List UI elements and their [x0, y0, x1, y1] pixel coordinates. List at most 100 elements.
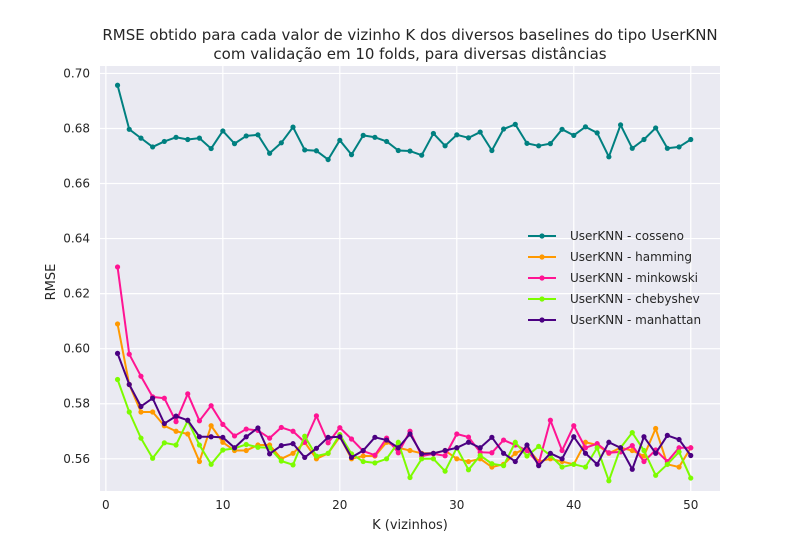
data-point [360, 458, 366, 465]
data-point [372, 434, 378, 440]
chart-title-line-2: com validação em 10 folds, para diversas… [213, 45, 606, 63]
data-point [360, 132, 366, 138]
legend-swatch-marker [539, 233, 545, 239]
data-point [150, 409, 156, 415]
data-point [173, 428, 179, 434]
series-layer [114, 82, 694, 484]
data-point [196, 442, 203, 448]
data-point [465, 467, 472, 473]
data-point [641, 447, 647, 454]
data-point [302, 454, 308, 461]
data-point [220, 447, 226, 453]
data-point [267, 451, 273, 457]
data-point [384, 437, 390, 443]
data-point [208, 423, 214, 429]
data-point [629, 447, 635, 454]
legend-label: UserKNN - cosseno [570, 229, 684, 243]
legend-swatch-marker [539, 254, 545, 260]
data-point [676, 445, 682, 451]
data-point [290, 462, 296, 468]
data-point [208, 461, 214, 467]
data-point [196, 418, 203, 424]
y-tick-label: 0.64 [63, 232, 90, 246]
data-point [325, 434, 331, 440]
data-point [337, 434, 343, 440]
data-point [582, 445, 589, 451]
data-point [372, 460, 378, 466]
series-userknn-manhattan [114, 350, 694, 472]
data-point [173, 413, 179, 419]
data-point [653, 125, 659, 131]
data-point [150, 144, 156, 150]
data-point [512, 458, 518, 465]
data-point [360, 447, 366, 454]
data-point [629, 466, 635, 472]
data-point [594, 441, 600, 447]
y-tick-label: 0.68 [63, 121, 90, 135]
data-point [372, 134, 378, 140]
data-point [606, 450, 612, 456]
data-point [325, 450, 331, 456]
legend-item: UserKNN - chebyshev [528, 292, 700, 306]
data-point [114, 321, 121, 327]
data-point [512, 439, 518, 445]
data-point [571, 132, 577, 138]
data-point [688, 136, 694, 143]
data-point [489, 434, 495, 440]
data-point [500, 126, 507, 132]
data-point [489, 147, 495, 154]
y-tick-label: 0.70 [63, 66, 90, 80]
data-point [641, 434, 647, 440]
data-point [547, 417, 553, 423]
data-point [617, 445, 624, 451]
data-point [442, 447, 448, 454]
y-tick-label: 0.56 [63, 452, 90, 466]
data-point [606, 439, 612, 445]
data-point [255, 425, 261, 431]
data-point [594, 445, 600, 451]
data-point [571, 423, 577, 429]
data-point [407, 431, 413, 437]
data-point [407, 474, 413, 481]
data-point [173, 134, 179, 140]
data-point [606, 478, 612, 484]
data-point [594, 461, 600, 467]
data-point [465, 458, 472, 465]
data-point [454, 445, 460, 451]
data-point [688, 475, 694, 481]
data-point [114, 376, 121, 383]
data-point [489, 450, 495, 456]
legend-label: UserKNN - manhattan [570, 313, 701, 327]
legend-swatch-marker [539, 275, 545, 281]
data-point [114, 264, 121, 270]
data-point [348, 436, 355, 442]
data-point [290, 428, 296, 434]
data-point [442, 143, 448, 149]
data-point [559, 126, 565, 132]
data-point [629, 430, 635, 436]
data-point [676, 144, 682, 150]
series-userknn-cosseno [114, 82, 694, 163]
data-point [536, 443, 542, 450]
data-point [231, 433, 238, 439]
data-point [407, 447, 413, 454]
data-point [688, 452, 694, 459]
data-point [360, 453, 366, 459]
data-point [594, 130, 600, 136]
data-point [653, 472, 659, 478]
legend: UserKNN - cosseno UserKNN - hamming UserKN… [528, 229, 701, 327]
data-point [161, 395, 167, 401]
data-point [150, 455, 156, 461]
legend-label: UserKNN - hamming [570, 250, 692, 264]
data-point [126, 351, 132, 357]
data-point [290, 124, 296, 130]
data-point [126, 409, 132, 415]
data-point [185, 391, 191, 397]
data-point [419, 456, 425, 462]
data-point [337, 137, 343, 143]
data-point [664, 461, 670, 467]
data-point [454, 132, 460, 138]
legend-item: UserKNN - manhattan [528, 313, 701, 327]
data-point [454, 431, 460, 437]
data-point [454, 456, 460, 462]
